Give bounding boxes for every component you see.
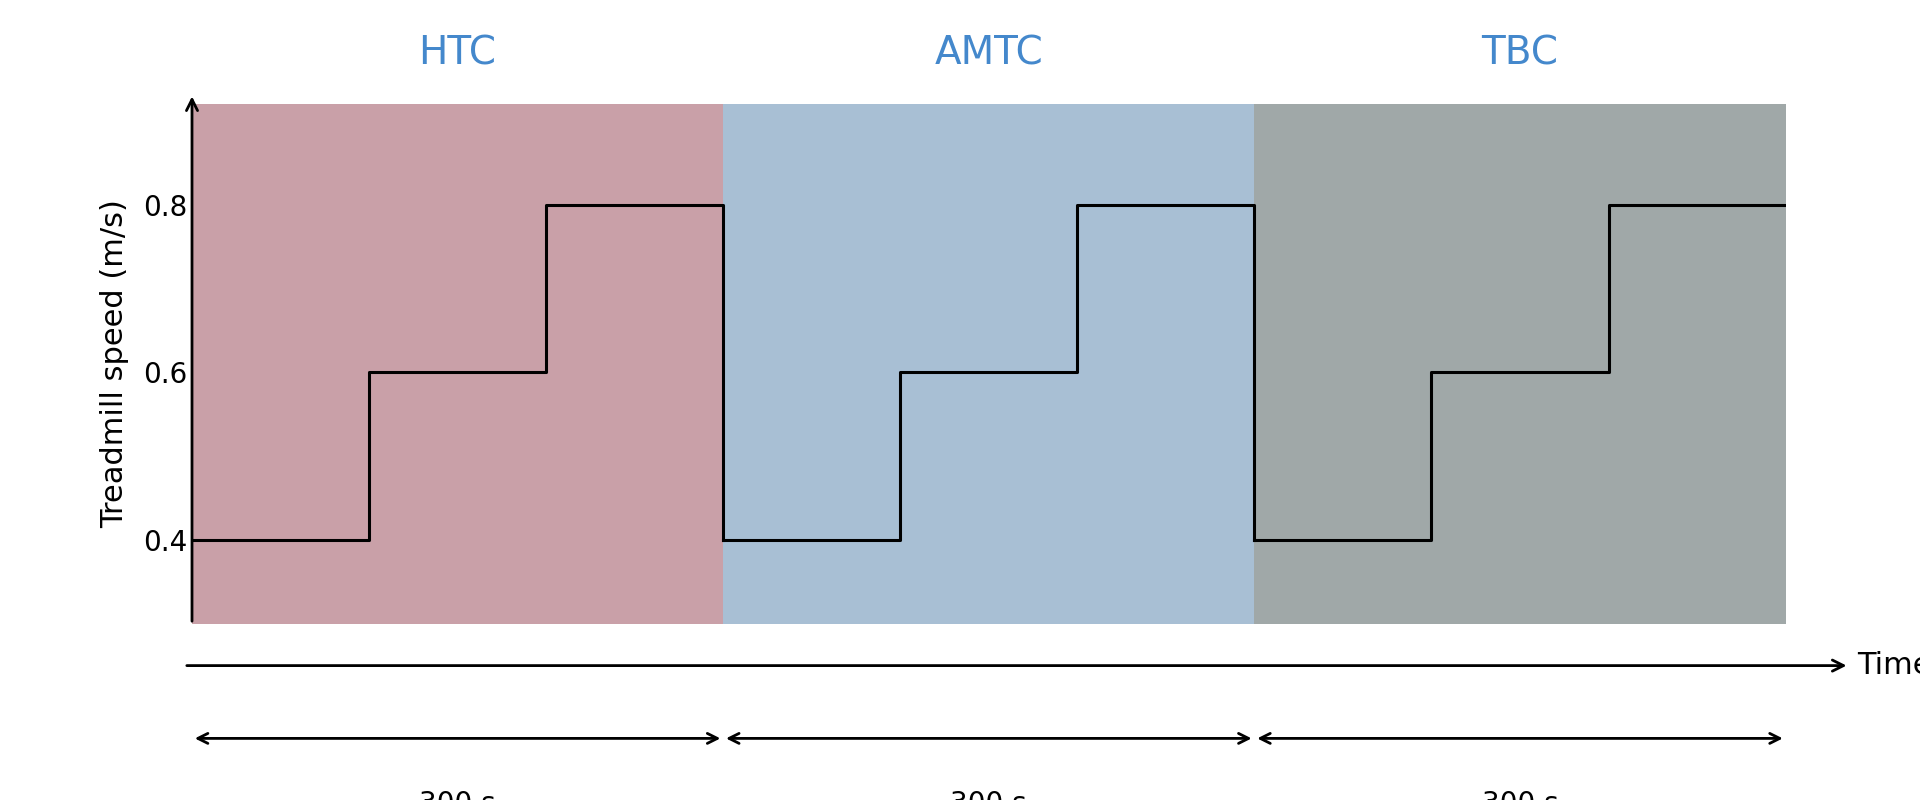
Text: 300 s: 300 s [950,790,1027,800]
Text: 300 s: 300 s [1482,790,1559,800]
Bar [192,104,724,624]
Text: HTC: HTC [419,34,497,73]
Text: Time: Time [1857,651,1920,680]
Text: AMTC: AMTC [935,34,1043,73]
Y-axis label: Treadmill speed (m/s): Treadmill speed (m/s) [100,199,129,529]
Text: 300 s: 300 s [419,790,495,800]
Bar [1254,104,1786,624]
Text: TBC: TBC [1482,34,1559,73]
Bar [724,104,1254,624]
